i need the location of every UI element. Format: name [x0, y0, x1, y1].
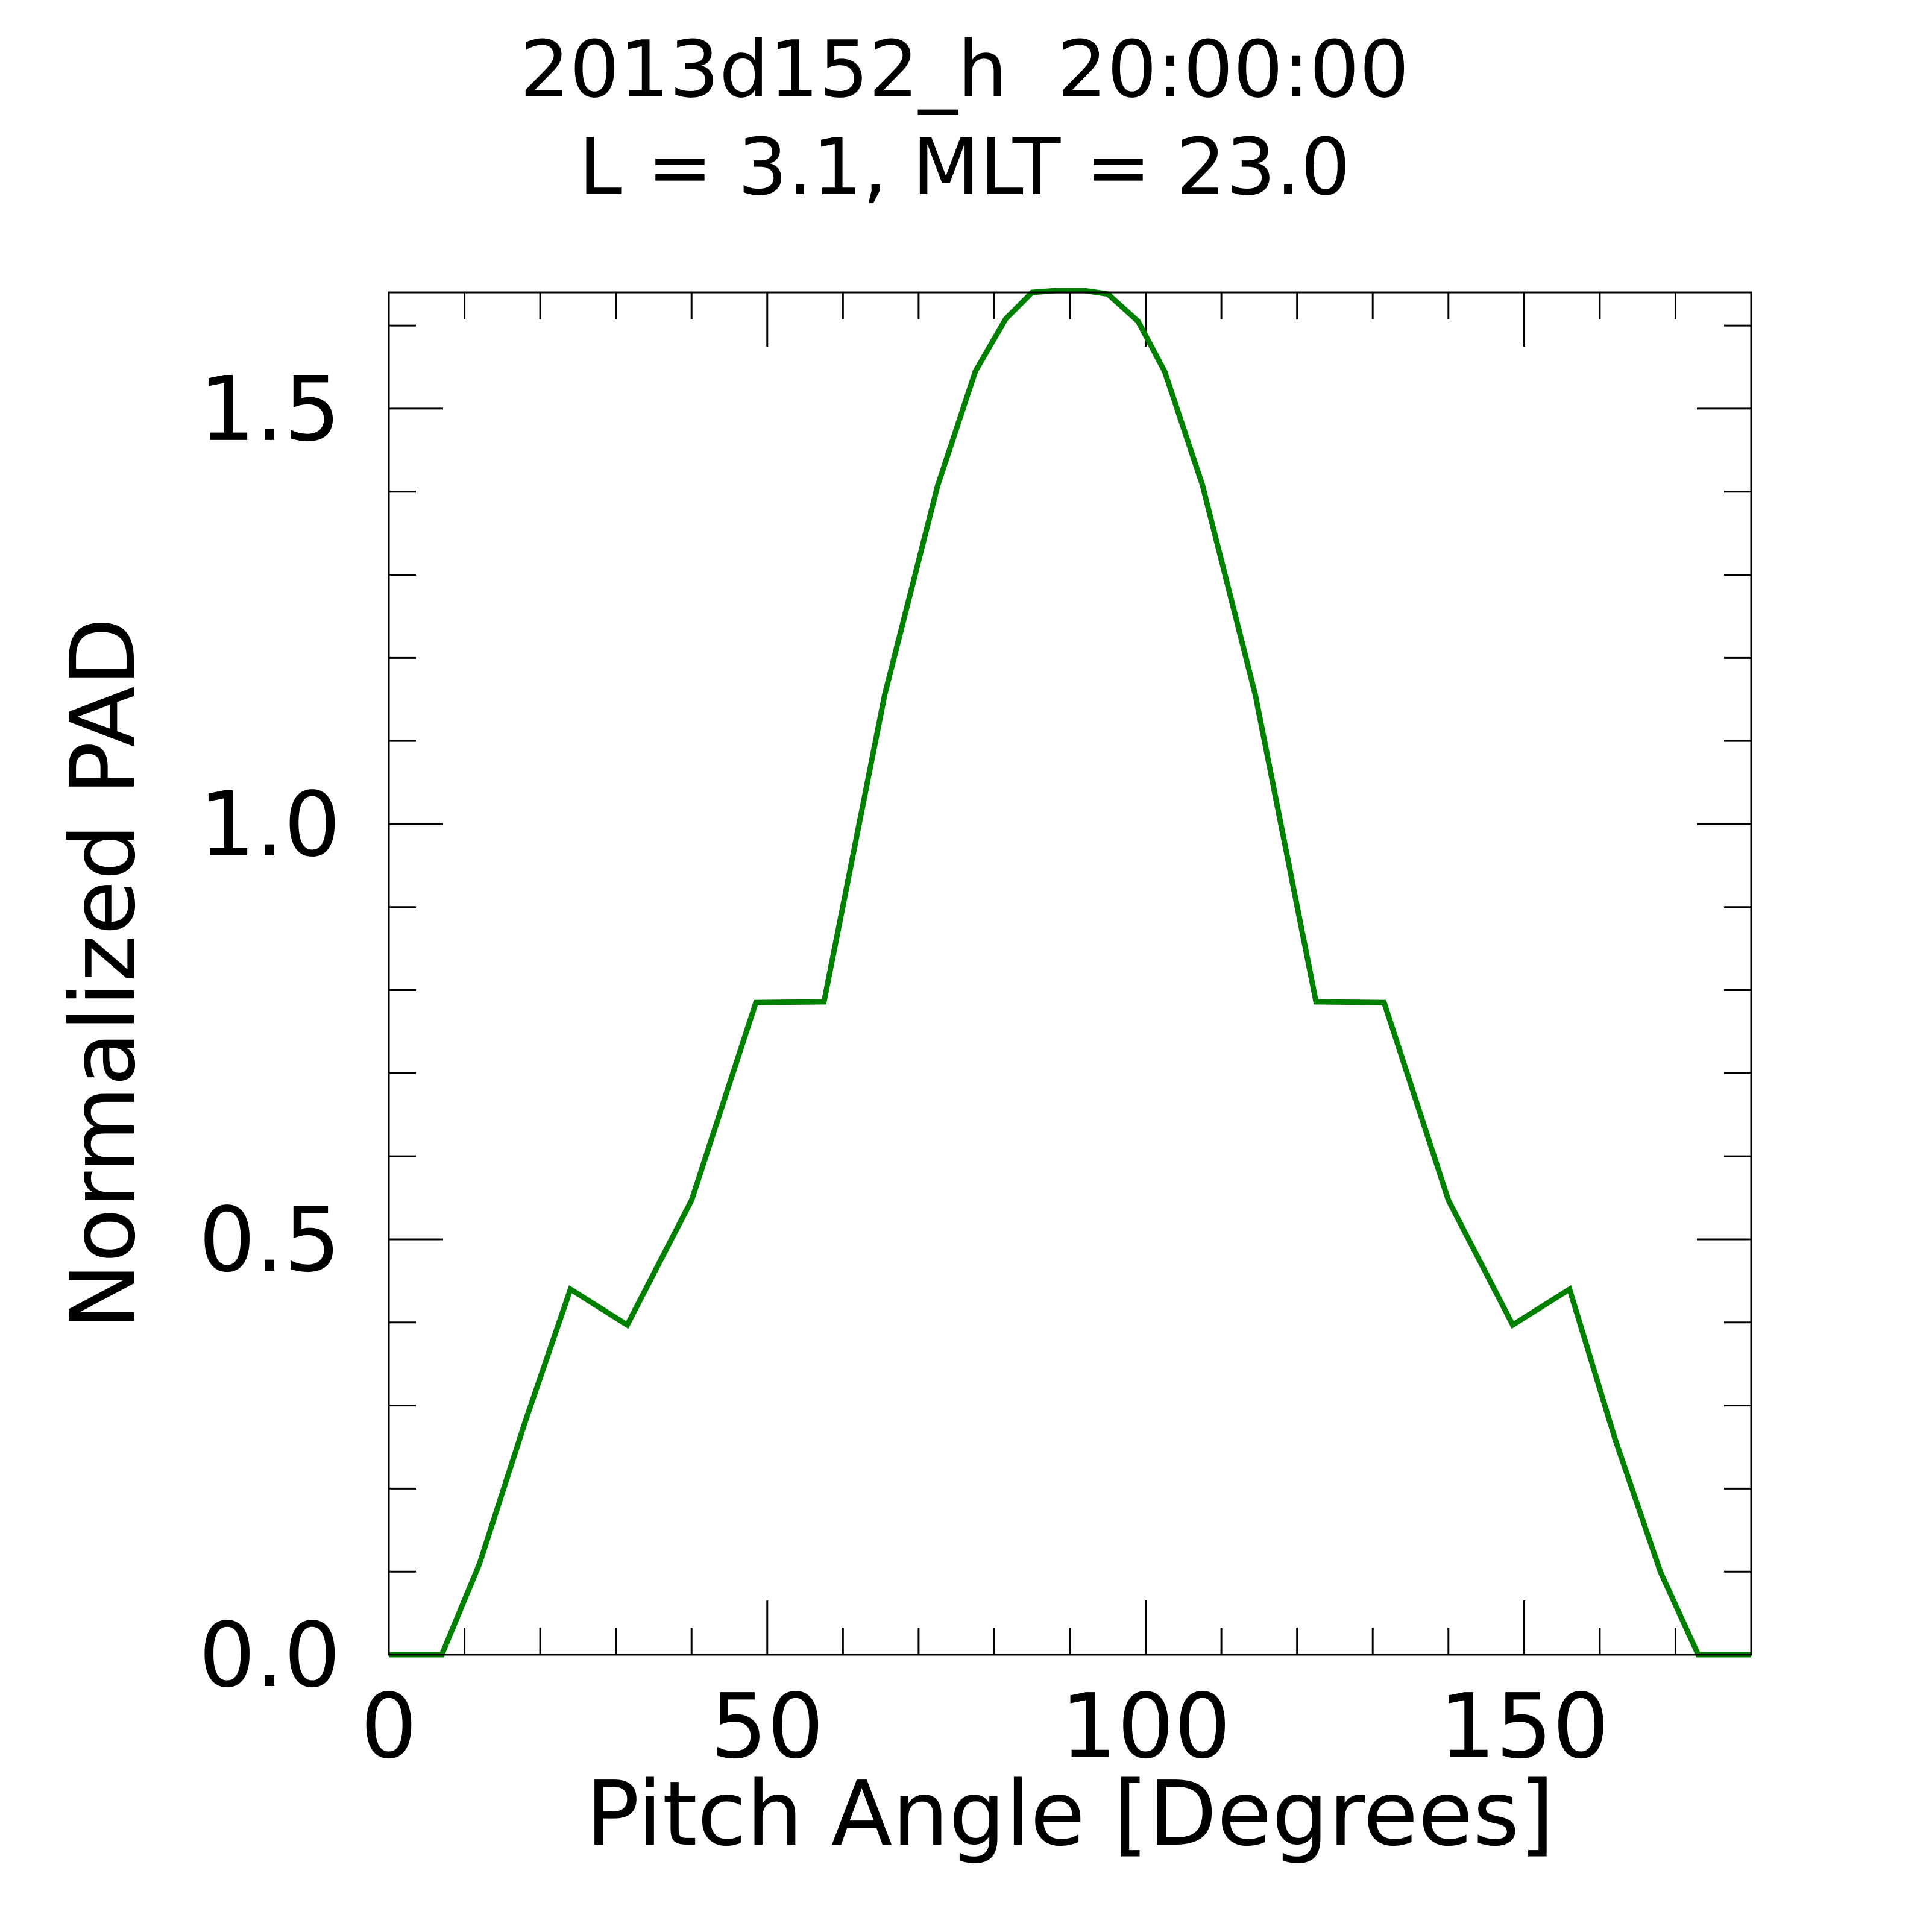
chart-title: 2013d152_h 20:00:00	[520, 24, 1409, 115]
x-tick-label: 150	[1439, 1675, 1610, 1778]
y-tick-label: 0.0	[199, 1603, 341, 1707]
x-tick-label: 0	[360, 1675, 417, 1778]
y-tick-label: 0.5	[199, 1188, 341, 1292]
series-line-0	[389, 288, 1751, 1658]
plot-frame	[388, 291, 1752, 1656]
y-axis-label: Normalized PAD	[51, 617, 155, 1329]
x-tick-label: 100	[1060, 1675, 1231, 1778]
y-tick-label: 1.5	[199, 357, 341, 461]
chart-subtitle: L = 3.1, MLT = 23.0	[579, 121, 1351, 213]
series-layer	[389, 288, 1751, 1658]
axis-ticks	[388, 292, 1752, 1656]
y-tick-label: 1.0	[199, 773, 341, 876]
x-tick-label: 50	[711, 1675, 824, 1778]
tick-labels: 0 50 100 150 0.0 0.5 1.0 1.5	[199, 357, 1610, 1778]
x-axis-label: Pitch Angle [Degrees]	[586, 1762, 1555, 1866]
